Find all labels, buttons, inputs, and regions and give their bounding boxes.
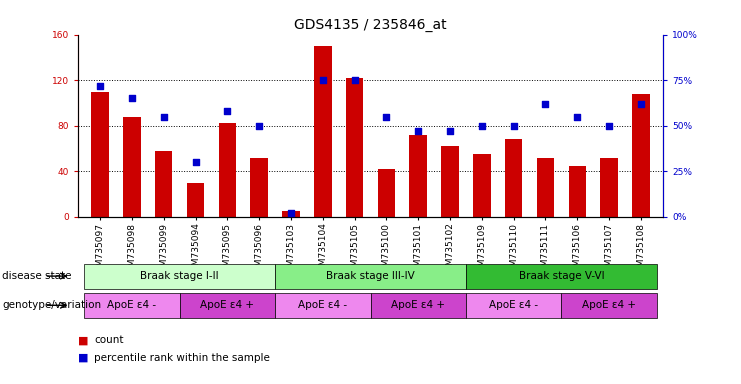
Point [253, 123, 265, 129]
Bar [314, 46, 331, 217]
Bar [91, 91, 109, 217]
Point [539, 101, 551, 107]
Bar [466, 293, 562, 318]
Text: Braak stage III-IV: Braak stage III-IV [326, 271, 415, 281]
Text: percentile rank within the sample: percentile rank within the sample [94, 353, 270, 362]
Text: ApoE ε4 +: ApoE ε4 + [582, 300, 636, 310]
Bar [600, 158, 618, 217]
Bar [536, 158, 554, 217]
Bar [378, 169, 395, 217]
Bar [346, 78, 363, 217]
Text: genotype/variation: genotype/variation [2, 300, 102, 310]
Bar [275, 264, 466, 288]
Bar [632, 94, 650, 217]
Bar [155, 151, 173, 217]
Point [285, 210, 297, 217]
Point [412, 128, 424, 134]
Text: ApoE ε4 +: ApoE ε4 + [200, 300, 254, 310]
Bar [466, 264, 657, 288]
Text: Braak stage I-II: Braak stage I-II [140, 271, 219, 281]
Bar [275, 293, 370, 318]
Point [571, 114, 583, 120]
Point [222, 108, 233, 114]
Bar [370, 293, 466, 318]
Bar [568, 166, 586, 217]
Point [126, 95, 138, 101]
Point [349, 77, 361, 83]
Text: ApoE ε4 -: ApoE ε4 - [298, 300, 348, 310]
Bar [187, 183, 205, 217]
Bar [123, 117, 141, 217]
Bar [473, 154, 491, 217]
Text: ApoE ε4 +: ApoE ε4 + [391, 300, 445, 310]
Text: ■: ■ [78, 335, 88, 345]
Point [508, 123, 519, 129]
Bar [84, 264, 275, 288]
Point [603, 123, 615, 129]
Bar [179, 293, 275, 318]
Text: Braak stage V-VI: Braak stage V-VI [519, 271, 604, 281]
Bar [282, 211, 299, 217]
Bar [562, 293, 657, 318]
Point [158, 114, 170, 120]
Bar [442, 146, 459, 217]
Point [317, 77, 329, 83]
Title: GDS4135 / 235846_at: GDS4135 / 235846_at [294, 18, 447, 32]
Bar [84, 293, 179, 318]
Point [380, 114, 392, 120]
Bar [250, 158, 268, 217]
Bar [410, 135, 427, 217]
Point [94, 83, 106, 89]
Point [444, 128, 456, 134]
Text: ApoE ε4 -: ApoE ε4 - [489, 300, 538, 310]
Text: count: count [94, 335, 124, 345]
Point [476, 123, 488, 129]
Bar [505, 139, 522, 217]
Text: ApoE ε4 -: ApoE ε4 - [107, 300, 156, 310]
Bar [219, 124, 236, 217]
Point [190, 159, 202, 166]
Text: ■: ■ [78, 353, 88, 362]
Point [635, 101, 647, 107]
Text: disease state: disease state [2, 271, 72, 281]
